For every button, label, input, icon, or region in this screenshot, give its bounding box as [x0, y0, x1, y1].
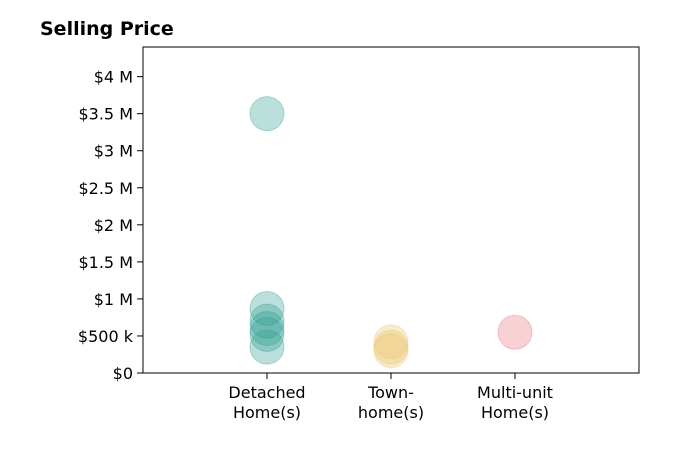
x-category-label-line: Town- [367, 383, 414, 402]
data-point [249, 303, 285, 339]
y-tick-label: $0 [113, 364, 133, 383]
x-category-label: Detached Home(s) [228, 383, 305, 422]
data-point [249, 311, 285, 347]
plot-area-frame [142, 46, 640, 374]
data-point [497, 314, 533, 350]
x-category-label: Multi-unit Home(s) [477, 383, 553, 422]
x-category-label-line: Home(s) [481, 403, 549, 422]
data-point [373, 329, 409, 365]
x-category-label-line: home(s) [358, 403, 424, 422]
data-point [373, 333, 409, 369]
data-point [249, 96, 285, 132]
data-point [249, 329, 285, 365]
x-category-label-line: Detached [228, 383, 305, 402]
y-tick-label: $500 k [78, 327, 134, 346]
x-axis: Detached Home(s)Town-home(s)Multi-unit Hom… [228, 373, 553, 422]
data-point [249, 316, 285, 352]
y-tick-label: $3 M [94, 142, 133, 161]
y-tick-label: $2.5 M [78, 179, 133, 198]
data-points [249, 96, 533, 369]
y-axis: $0 $500 k $1 M $1.5 M $2 M $2.5 M $3 M $3.5 M $4… [78, 68, 143, 383]
chart-title: Selling Price [40, 18, 174, 40]
y-tick-label: $1.5 M [78, 253, 133, 272]
x-category-label: Town-home(s) [358, 383, 424, 422]
y-tick-label: $2 M [94, 216, 133, 235]
y-tick-label: $4 M [94, 68, 133, 87]
y-tick-label: $1 M [94, 290, 133, 309]
x-category-label-line: Multi-unit [477, 383, 553, 402]
x-category-label-line: Home(s) [233, 403, 301, 422]
data-point [249, 291, 285, 327]
y-tick-label: $3.5 M [78, 105, 133, 124]
data-point [373, 324, 409, 360]
